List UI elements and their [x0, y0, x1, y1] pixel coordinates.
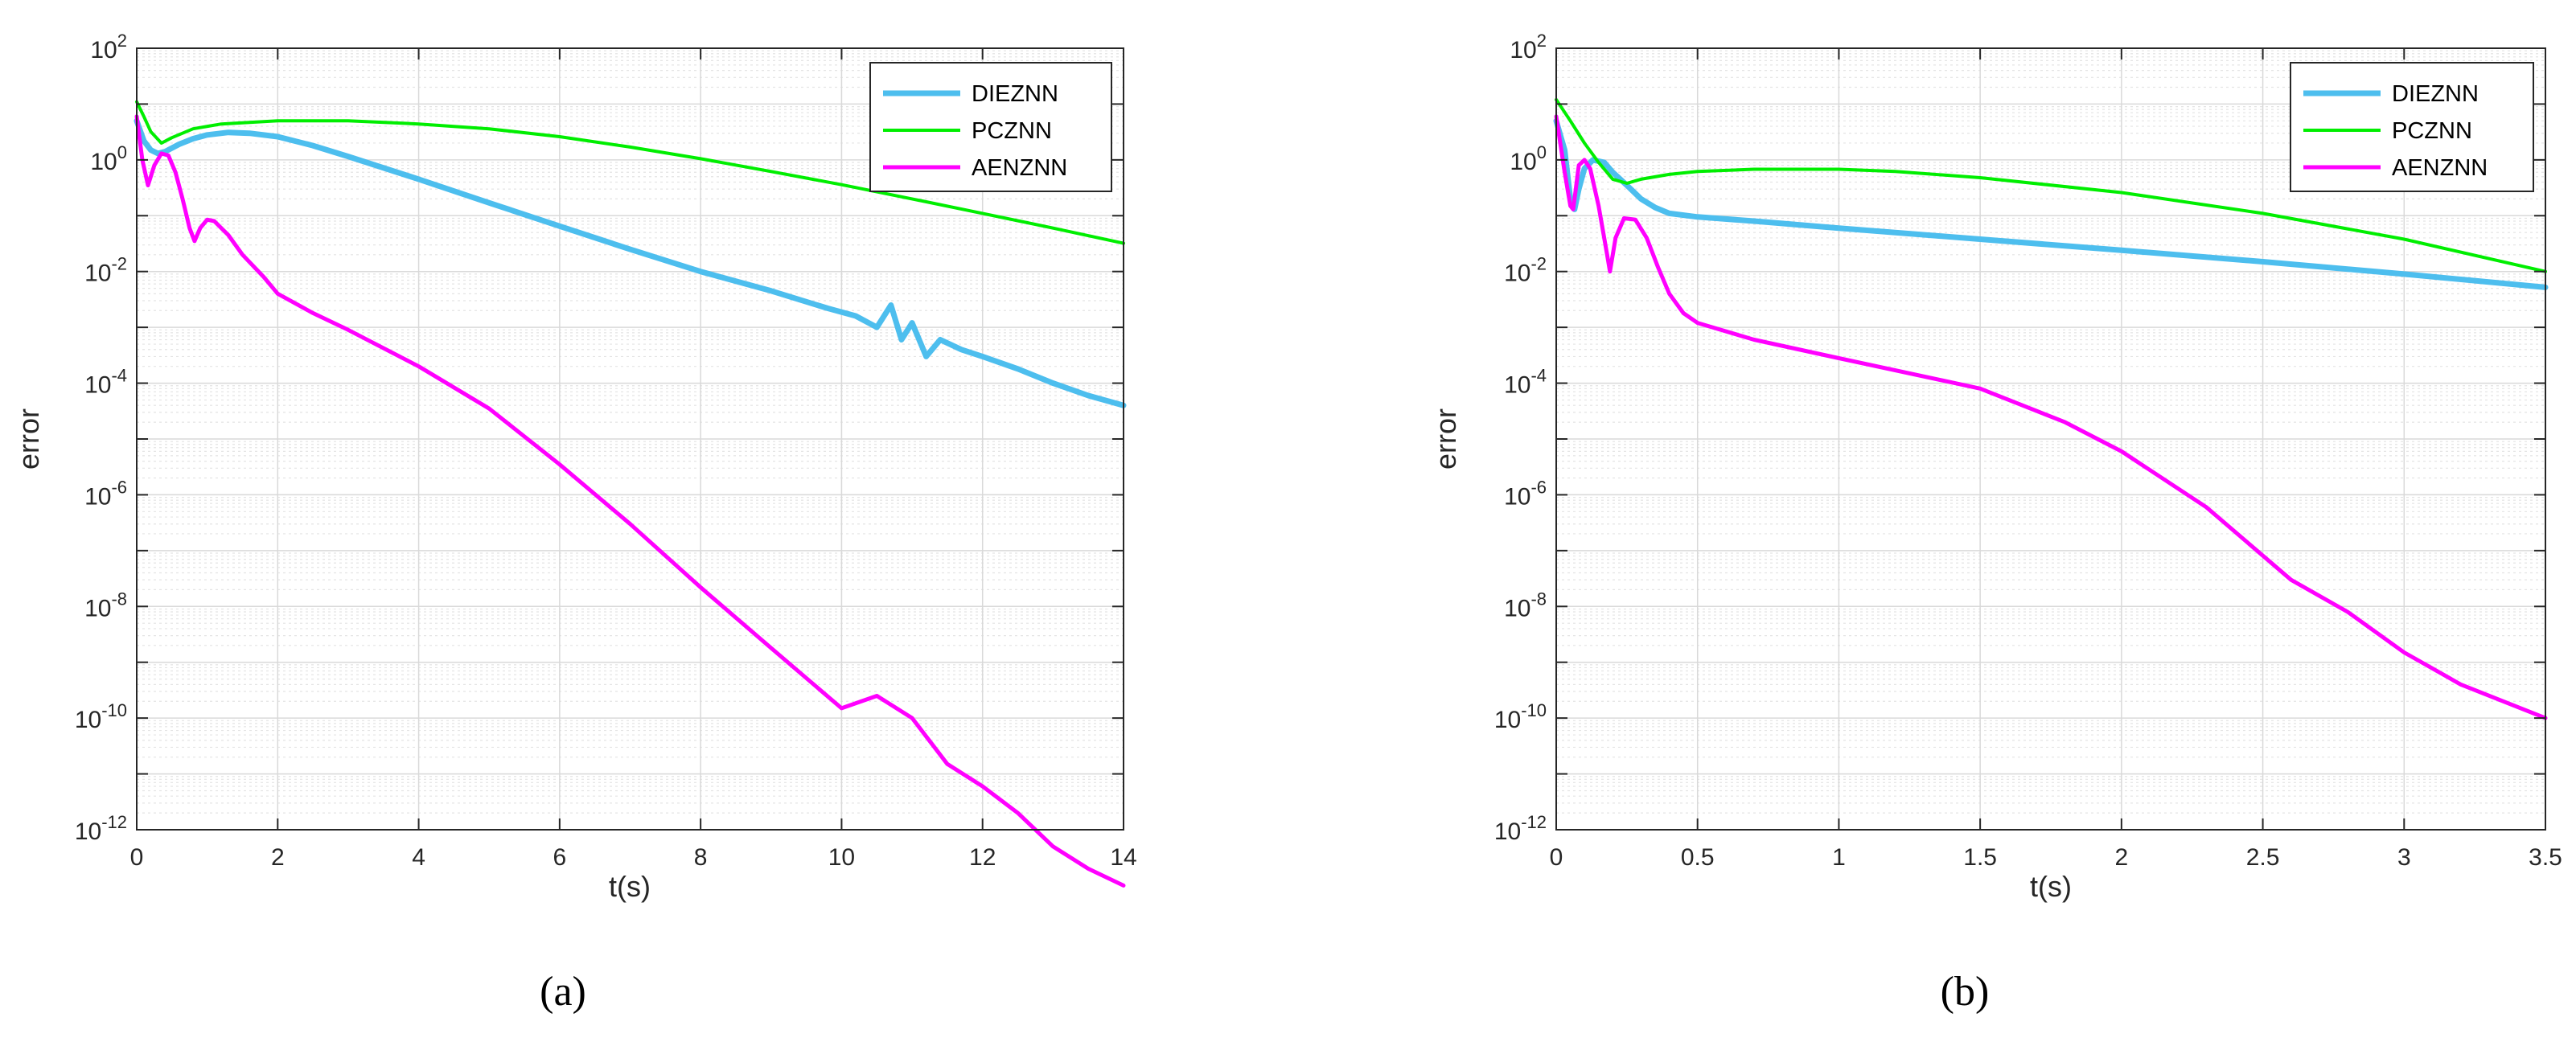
legend-label: PCZNN [972, 118, 1052, 144]
x-tick-label: 3 [2397, 844, 2411, 871]
y-tick-label: 10-2 [1504, 254, 1547, 287]
series-group [1553, 97, 2549, 720]
y-tick-label: 10-4 [1504, 366, 1547, 399]
x-tick-label: 2 [2115, 844, 2129, 871]
grid-minor [137, 50, 1124, 814]
tick-marks [1555, 47, 2546, 831]
series-line-pcznn [135, 100, 1125, 245]
legend: DIEZNN PCZNN AENZNN [2290, 62, 2534, 192]
x-tick-label: 12 [969, 844, 996, 871]
x-tick-labels: 0 2 4 6 8 10 12 14 [130, 844, 1137, 871]
legend-label: AENZNN [972, 155, 1067, 181]
x-tick-label: 14 [1110, 844, 1136, 871]
y-tick-label: 102 [90, 31, 127, 64]
y-tick-label: 102 [1510, 31, 1547, 64]
legend-box [869, 62, 1112, 192]
y-axis-label: error [12, 408, 45, 470]
y-tick-label: 10-4 [84, 366, 127, 399]
x-tick-label: 1 [1832, 844, 1846, 871]
x-axis-label: t(s) [609, 870, 651, 903]
x-tick-label: 10 [828, 844, 855, 871]
x-tick-label: 0 [130, 844, 144, 871]
x-tick-label: 6 [553, 844, 567, 871]
y-tick-label: 10-10 [75, 700, 127, 733]
x-axis-label: t(s) [2030, 870, 2072, 903]
legend-label: AENZNN [2392, 155, 2488, 181]
legend-label: DIEZNN [972, 81, 1058, 107]
series-line-pcznn [1555, 97, 2547, 273]
y-tick-labels: 10-12 10-10 10-8 10-6 10-4 10-2 100 102 [75, 31, 127, 845]
x-tick-label: 3.5 [2529, 844, 2562, 871]
y-tick-label: 10-12 [75, 812, 127, 845]
x-tick-label: 0.5 [1681, 844, 1715, 871]
chart-panel-b: 0 0.5 1 1.5 2 2.5 3 3.5 10-1210-1010-810-610-41… [1429, 31, 2562, 1015]
y-tick-label: 10-8 [84, 589, 127, 621]
y-tick-label: 10-6 [84, 477, 127, 510]
y-tick-label: 10-6 [1504, 477, 1547, 510]
x-tick-label: 0 [1550, 844, 1563, 871]
y-tick-label: 10-2 [84, 254, 127, 287]
caption: (b) [1941, 969, 1990, 1015]
legend: DIEZNN PCZNN AENZNN [869, 62, 1112, 192]
x-tick-label: 1.5 [1963, 844, 1997, 871]
x-tick-label: 2.5 [2246, 844, 2280, 871]
series-group [134, 100, 1127, 888]
series-line-dieznn [134, 117, 1127, 408]
y-tick-label: 10-12 [1494, 812, 1547, 845]
series-line-aenznn [134, 114, 1126, 888]
y-tick-labels: 10-12 10-10 10-8 10-6 10-4 10-2 100 102 [1494, 31, 1547, 845]
y-tick-label: 100 [90, 142, 127, 175]
x-tick-label: 4 [412, 844, 425, 871]
legend-label: DIEZNN [2392, 81, 2479, 107]
series-line-aenznn [1554, 114, 2548, 720]
x-tick-label: 2 [271, 844, 285, 871]
y-tick-label: 10-8 [1504, 589, 1547, 621]
x-tick-label: 8 [694, 844, 708, 871]
y-axis-label: error [1429, 408, 1462, 470]
x-tick-labels: 0 0.5 1 1.5 2 2.5 3 3.5 [1550, 844, 2562, 871]
y-tick-label: 10-10 [1494, 700, 1547, 733]
legend-label: PCZNN [2392, 118, 2472, 144]
legend-box [2290, 62, 2534, 192]
chart-panel-a: 0 2 4 6 8 10 12 14 10-1210-1010-810-610-410-210… [12, 31, 1137, 1015]
tick-marks [136, 47, 1124, 831]
y-tick-label: 100 [1510, 142, 1547, 175]
caption: (a) [540, 969, 586, 1015]
